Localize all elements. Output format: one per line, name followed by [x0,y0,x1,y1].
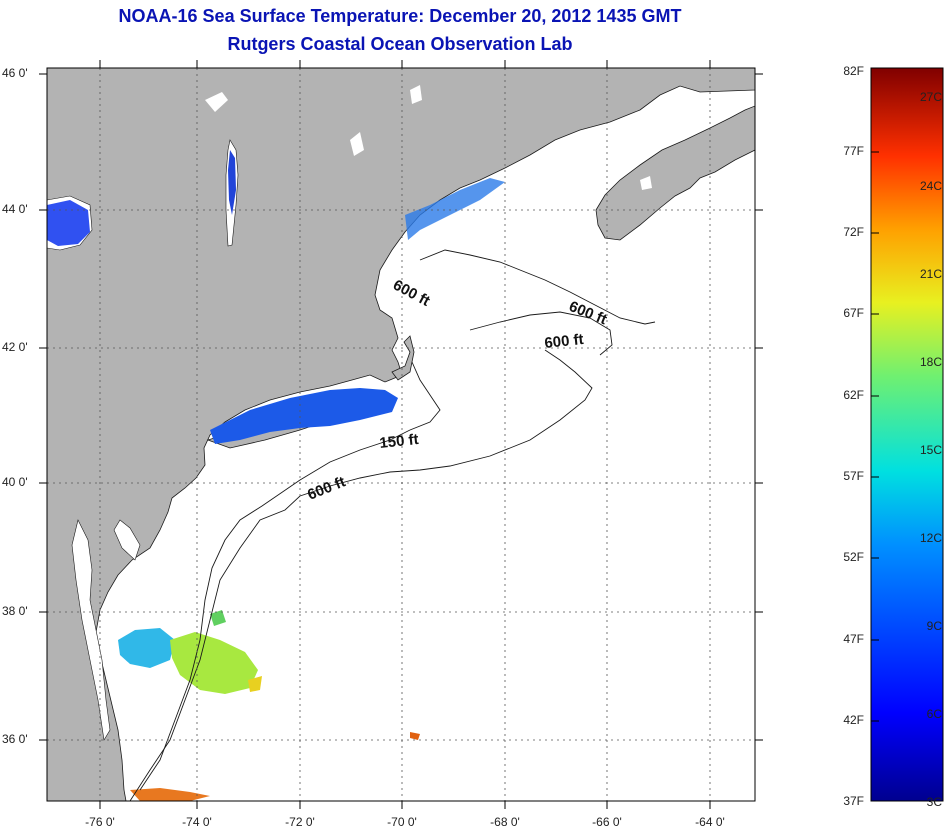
colorbar-label-c: 3C [927,795,943,809]
contour-label: 150 ft [379,431,420,452]
lon-label: -76 0' [85,815,115,829]
sst-patch-long-island-sound [210,388,398,444]
sst-patch-mid-atlantic-cyan [118,628,175,668]
lake-1 [205,92,228,112]
colorbar-label-f: 57F [843,469,864,483]
colorbar-label-f: 82F [843,64,864,78]
colorbar-label-c: 15C [920,443,942,457]
colorbar-label-f: 52F [843,550,864,564]
colorbar-label-f: 42F [843,713,864,727]
colorbar-label-f: 47F [843,632,864,646]
lon-label: -64 0' [695,815,725,829]
lat-label: 46 0' [2,66,28,80]
land-nova-scotia [595,105,755,241]
sst-patch-orange-dot [410,732,420,740]
lake-4 [640,176,652,190]
land-mainland [47,68,755,801]
sst-patch-mid-atlantic-green [170,632,258,694]
contour-label: 600 ft [544,331,585,352]
sst-patch-lake-champlain [228,150,236,215]
axis-ticks [39,60,763,809]
lat-label: 40 0' [2,475,28,489]
contour-600ft-gom [419,249,656,325]
lon-label: -74 0' [182,815,212,829]
colorbar-label-c: 24C [920,179,942,193]
lake-2 [410,85,422,104]
lon-label: -66 0' [592,815,622,829]
lat-label: 44 0' [2,202,28,216]
lon-label: -72 0' [285,815,315,829]
colorbar [870,67,944,802]
lat-label: 36 0' [2,732,28,746]
sst-patch-gulf-stream-orange [130,788,210,801]
colorbar-label-f: 67F [843,306,864,320]
colorbar-label-c: 18C [920,355,942,369]
colorbar-label-f: 62F [843,388,864,402]
map-frame [46,67,756,802]
lat-label: 38 0' [2,604,28,618]
sst-patch-gulf-of-maine [405,178,505,240]
colorbar-ticks [871,151,879,722]
lon-label: -68 0' [490,815,520,829]
land-cape-cod [391,335,415,381]
colorbar-label-c: 9C [927,619,943,633]
lake-3 [350,132,364,156]
graticule [47,68,755,801]
map-subtitle: Rutgers Coastal Ocean Observation Lab [227,34,573,54]
lon-label: -70 0' [387,815,417,829]
colorbar-label-c: 6C [927,707,943,721]
sst-patch-green-38 [210,610,226,626]
sst-patch-lake-ontario [47,200,90,246]
colorbar-label-f: 77F [843,144,864,158]
contour-150ft [139,361,441,791]
lat-label: 42 0' [2,340,28,354]
colorbar-label-f: 72F [843,225,864,239]
chesapeake-bay [71,519,111,741]
colorbar-label-c: 12C [920,531,942,545]
colorbar-label-f: 37F [843,794,864,808]
delaware-bay [113,519,141,561]
colorbar-label-c: 21C [920,267,942,281]
contour-600ft-shelf [129,349,593,801]
colorbar-label-c: 27C [920,90,942,104]
sst-patch-yellow-small [248,676,262,692]
map-title: NOAA-16 Sea Surface Temperature: Decembe… [118,6,682,26]
